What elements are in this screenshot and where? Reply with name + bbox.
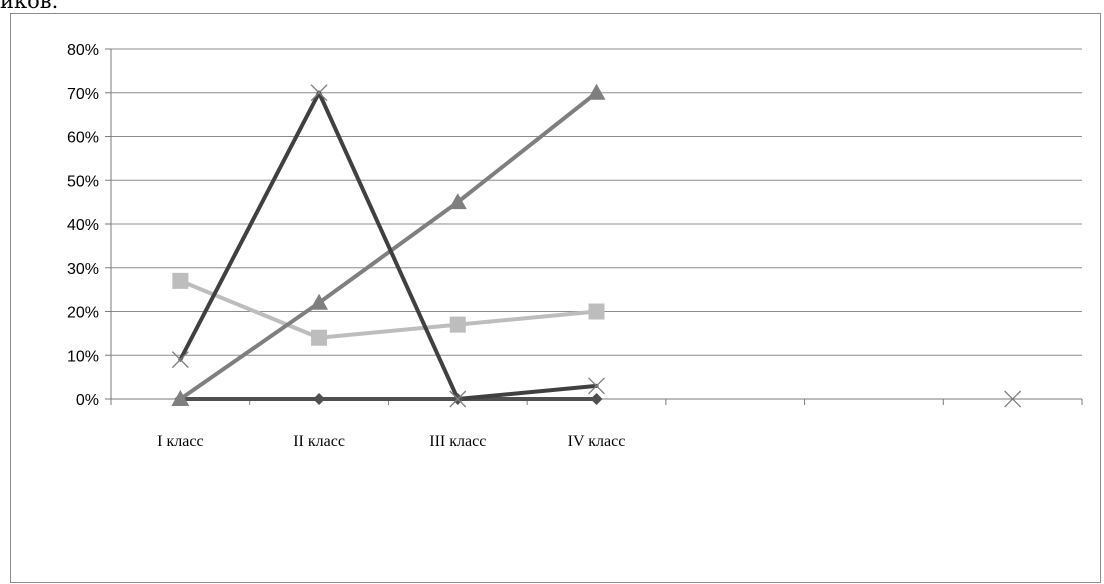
line-chart: 0% 10% 20% 30% 40% 50% 60% 70% 80% I класс II клас… [11,14,1102,584]
y-tick-label: 30% [67,261,99,278]
data-point-triangle [588,84,606,100]
y-tick-label: 0% [76,392,99,409]
y-tick-label: 50% [67,173,99,190]
x-tick-label: II класс [293,433,345,450]
data-point-square [450,317,466,333]
y-tick-label: 20% [67,305,99,322]
data-point-x [172,352,188,368]
x-tick-label: IV класс [568,433,626,450]
y-tick-label: 70% [67,86,99,103]
data-point-square [172,273,188,289]
chart-frame: 0% 10% 20% 30% 40% 50% 60% 70% 80% I класс II клас… [10,13,1101,583]
y-tick-label: 80% [67,42,99,59]
series-line-3 [319,202,458,303]
data-point-diamond [591,393,603,405]
y-tick-label: 60% [67,130,99,147]
preceding-text-fragment: иков. [0,0,58,13]
series-line-2 [319,325,458,338]
series-line-4 [319,93,458,399]
data-point-diamond [313,393,325,405]
series-line-3 [458,93,597,202]
x-tick-label: III класс [429,433,486,450]
series-line-2 [180,281,319,338]
data-point-square [589,304,605,320]
x-tick-label: I класс [157,433,203,450]
data-point-square [311,330,327,346]
series-line-2 [458,312,597,325]
y-tick-label: 10% [67,348,99,365]
y-tick-label: 40% [67,217,99,234]
